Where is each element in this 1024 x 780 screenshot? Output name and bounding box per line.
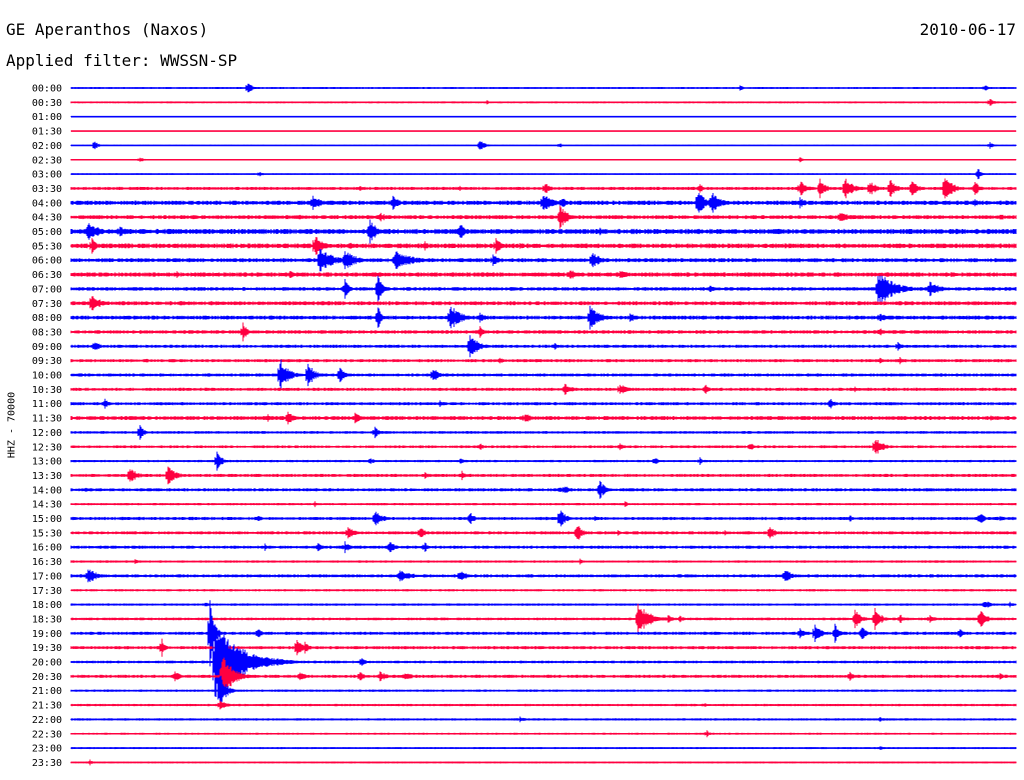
time-label: 14:00: [32, 485, 62, 496]
time-label: 22:00: [32, 715, 62, 726]
time-label: 18:00: [32, 600, 62, 611]
time-label: 17:00: [32, 571, 62, 582]
time-label: 02:00: [32, 141, 62, 152]
time-label: 21:30: [32, 701, 62, 712]
time-label: 19:00: [32, 629, 62, 640]
time-label: 23:00: [32, 744, 62, 755]
time-label: 05:30: [32, 241, 62, 252]
time-label: 14:30: [32, 500, 62, 511]
time-label: 07:30: [32, 299, 62, 310]
time-label: 10:00: [32, 371, 62, 382]
time-label: 08:00: [32, 313, 62, 324]
time-label: 16:30: [32, 557, 62, 568]
time-label: 22:30: [32, 729, 62, 740]
time-label: 07:00: [32, 284, 62, 295]
time-label: 11:30: [32, 414, 62, 425]
time-label: 13:30: [32, 471, 62, 482]
time-label: 06:30: [32, 270, 62, 281]
time-label: 12:00: [32, 428, 62, 439]
time-label: 20:30: [32, 672, 62, 683]
time-label: 20:00: [32, 658, 62, 669]
time-label: 09:00: [32, 342, 62, 353]
filter-label: Applied filter: WWSSN-SP: [6, 51, 238, 70]
time-label: 09:30: [32, 356, 62, 367]
time-label: 21:00: [32, 686, 62, 697]
time-label: 17:30: [32, 586, 62, 597]
time-label: 08:30: [32, 327, 62, 338]
time-label: 04:00: [32, 198, 62, 209]
time-label: 04:30: [32, 213, 62, 224]
time-label: 15:30: [32, 528, 62, 539]
time-label: 05:00: [32, 227, 62, 238]
time-label: 13:00: [32, 457, 62, 468]
time-label: 02:30: [32, 155, 62, 166]
time-label: 03:30: [32, 184, 62, 195]
time-label: 15:00: [32, 514, 62, 525]
time-label: 16:00: [32, 543, 62, 554]
station-title: GE Aperanthos (Naxos): [6, 20, 209, 39]
time-label: 11:00: [32, 399, 62, 410]
time-label: 18:30: [32, 614, 62, 625]
time-label: 01:00: [32, 112, 62, 123]
time-label: 23:30: [32, 758, 62, 769]
time-label: 10:30: [32, 385, 62, 396]
time-label: 12:30: [32, 442, 62, 453]
time-label: 00:30: [32, 98, 62, 109]
time-label: 03:00: [32, 170, 62, 181]
time-label: 06:00: [32, 256, 62, 267]
time-label: 01:30: [32, 127, 62, 138]
time-label: 00:00: [32, 84, 62, 95]
time-label: 19:30: [32, 643, 62, 654]
date-label: 2010-06-17: [919, 20, 1016, 39]
